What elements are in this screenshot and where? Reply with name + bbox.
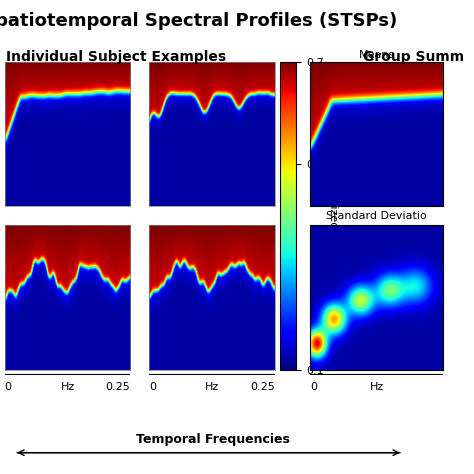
Text: Group Summ: Group Summ (363, 50, 464, 64)
Text: Temporal Frequencies: Temporal Frequencies (137, 433, 290, 446)
Text: Spatiotemporal Spectral Profiles (STSPs): Spatiotemporal Spectral Profiles (STSPs) (0, 12, 397, 30)
Text: 0: 0 (5, 382, 12, 392)
Text: Standard Deviatio: Standard Deviatio (327, 211, 427, 221)
Y-axis label: Normalized Power: Normalized Power (328, 165, 337, 266)
Text: Hz: Hz (205, 382, 219, 392)
Text: Means: Means (359, 50, 395, 60)
Text: Hz: Hz (370, 382, 384, 392)
Text: 0: 0 (310, 382, 318, 392)
Text: Hz: Hz (60, 382, 75, 392)
Text: 0.25: 0.25 (250, 382, 275, 392)
Text: 0.25: 0.25 (106, 382, 130, 392)
Text: Individual Subject Examples: Individual Subject Examples (6, 50, 226, 64)
Text: 0: 0 (149, 382, 156, 392)
